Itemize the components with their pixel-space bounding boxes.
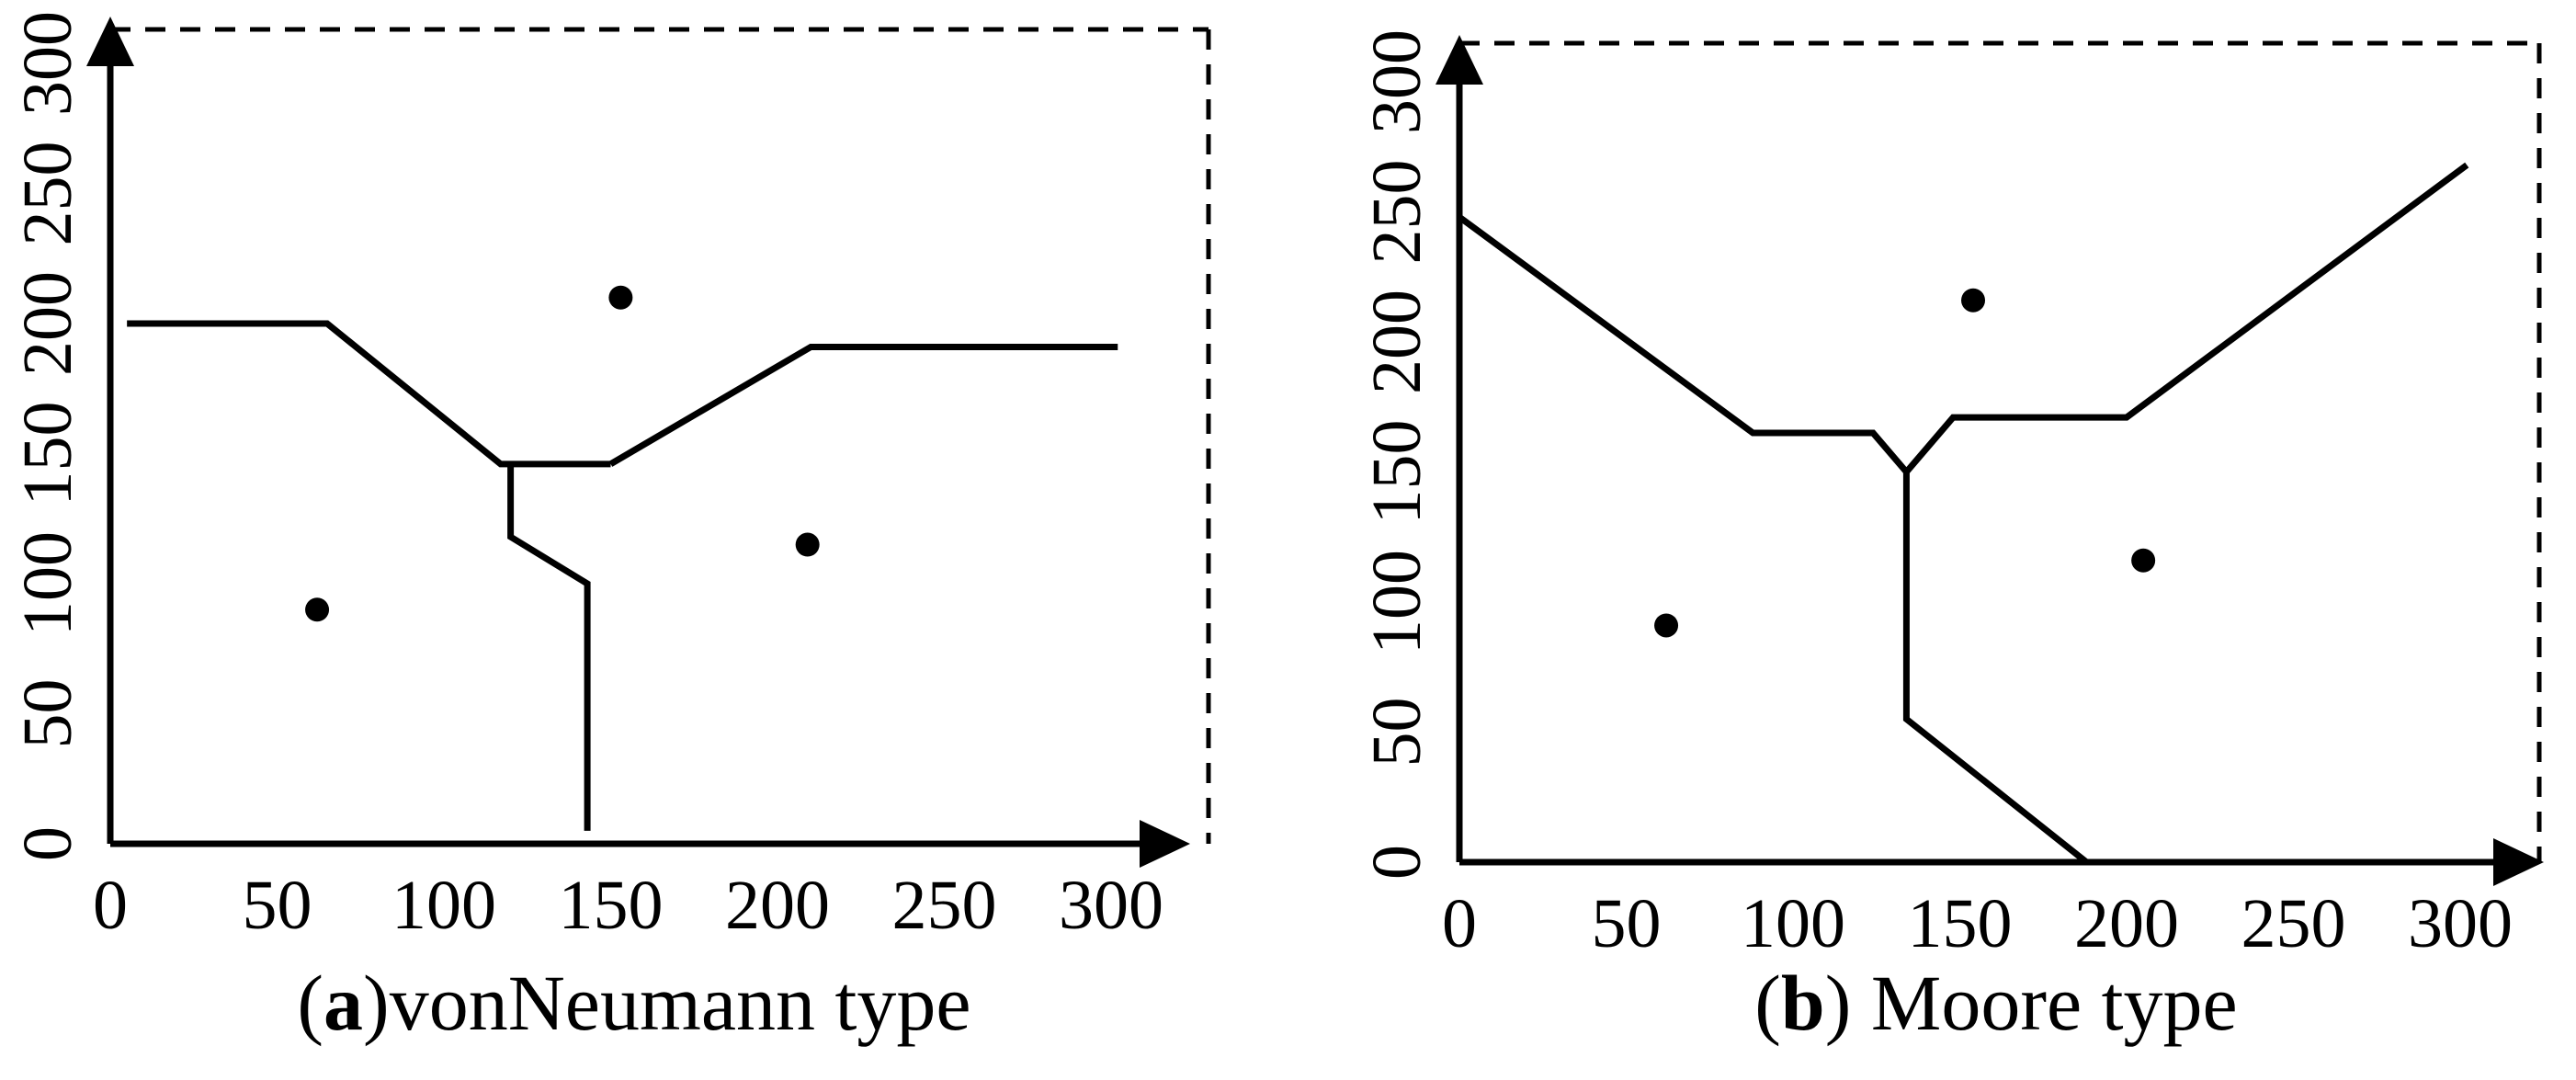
panel-b-caption-label: b [1781,959,1825,1047]
panel-b-caption: (b) Moore type [1754,959,2237,1047]
panel-b-boundary-line [1902,472,2089,865]
panel-b: 0 50 100 150 200 250 300 0 50 100 150 200 250 300 (b… [1358,29,2544,1047]
panel-a-x-arrow-icon [1140,820,1190,868]
panel-b-boundary-line [1903,162,2469,474]
panel-b-y-tick-label: 150 [1358,420,1436,525]
panel-b-boundaries [1457,162,2469,865]
panel-b-x-tick-label: 150 [1908,885,2013,962]
panel-a-x-tick-label: 50 [243,867,312,944]
panel-b-x-arrow-icon [2493,838,2544,886]
panel-a-axes [86,17,1190,868]
panel-b-y-tick-label: 200 [1358,290,1436,394]
panel-a-site-point [305,597,330,622]
panel-a-x-tick-label: 0 [93,867,128,944]
panel-b-axes [1436,35,2544,886]
panel-a-boundaries [127,320,1118,831]
panel-b-y-tick-label: 100 [1358,550,1436,654]
panel-b-x-tick-label: 250 [2241,885,2346,962]
panel-a-y-tick-label: 100 [9,531,86,636]
panel-a-sites [305,285,820,622]
panel-b-site-point [1961,288,1986,313]
panel-a-x-tick-label: 250 [892,867,997,944]
panel-b-site-point [2131,548,2156,573]
panel-a-y-tick-label: 50 [9,679,86,749]
panel-b-y-tick-label: 50 [1358,698,1436,767]
panel-a-y-tick-label: 250 [9,142,86,246]
panel-a-site-point [795,532,820,557]
panel-b-x-tick-label: 0 [1442,885,1477,962]
panel-b-x-tick-label: 200 [2074,885,2179,962]
panel-b-x-tick-label: 300 [2408,885,2513,962]
panel-a-boundary-line [507,463,591,831]
panel-a-site-point [608,285,633,310]
panel-b-caption-text: Moore type [1851,959,2237,1047]
panel-b-y-tick-label: 300 [1358,29,1436,134]
panel-a-caption-label: a [323,959,363,1047]
panel-b-frame [1459,40,2542,862]
panel-b-x-tick-label: 100 [1741,885,1845,962]
panel-b-boundary-line [1457,214,1910,474]
panel-a: 0 50 100 150 200 250 300 0 50 100 150 200 250 300 (a… [9,11,1211,1047]
panel-a-y-tick-label: 200 [9,271,86,376]
panel-b-site-point [1654,613,1679,638]
panel-a-boundary-line [608,343,1118,467]
panel-b-x-tick-labels: 0 50 100 150 200 250 300 [1442,885,2513,962]
panel-b-y-tick-label: 250 [1358,160,1436,265]
panel-a-frame [110,27,1211,844]
panel-b-sites [1654,288,2156,638]
panel-a-y-tick-label: 0 [9,826,86,861]
panel-b-x-tick-label: 50 [1592,885,1662,962]
panel-b-y-arrow-icon [1436,35,1483,85]
panel-b-y-tick-label: 0 [1358,845,1436,880]
panel-a-caption-text: vonNeumann type [390,959,971,1047]
panel-a-y-tick-labels: 0 50 100 150 200 250 300 [9,11,86,861]
panel-a-caption: (a)vonNeumann type [297,959,970,1047]
panel-a-x-tick-label: 200 [725,867,830,944]
panel-a-x-tick-label: 150 [559,867,664,944]
panel-a-boundary-line [127,320,611,468]
panel-a-y-tick-label: 300 [9,11,86,116]
panel-a-x-tick-label: 100 [392,867,496,944]
panel-a-y-arrow-icon [86,17,134,66]
panel-a-x-tick-labels: 0 50 100 150 200 250 300 [93,867,1163,944]
panel-b-y-tick-labels: 0 50 100 150 200 250 300 [1358,29,1436,880]
panel-a-x-tick-label: 300 [1059,867,1163,944]
panel-a-y-tick-label: 150 [9,402,86,506]
